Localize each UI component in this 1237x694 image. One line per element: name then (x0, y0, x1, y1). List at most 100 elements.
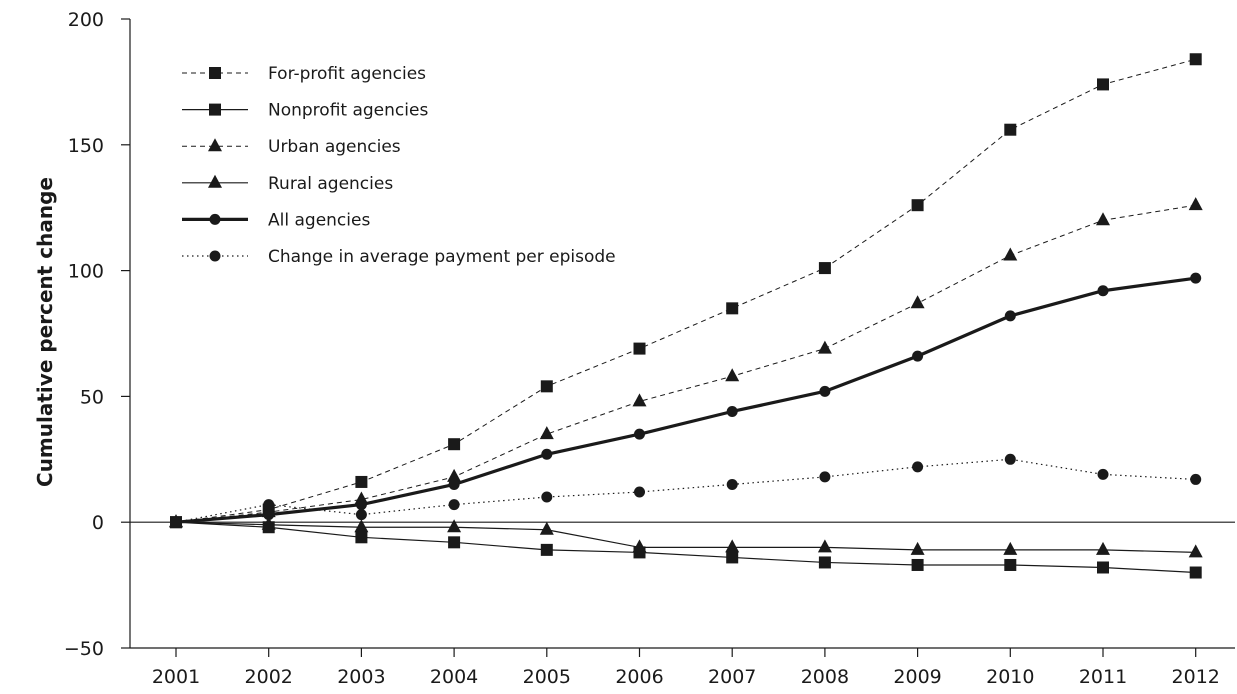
data-point (1097, 468, 1109, 480)
data-point (1189, 566, 1202, 579)
series-line (175, 521, 1196, 553)
data-point (1097, 78, 1109, 91)
x-tick-label: 2003 (337, 666, 385, 688)
y-tick-label: 100 (68, 261, 104, 283)
data-point (726, 302, 739, 315)
x-tick-label: 2008 (801, 666, 849, 688)
legend-item: Rural agencies (182, 174, 393, 194)
data-point (1004, 453, 1016, 465)
legend-label: For-profit agencies (268, 64, 426, 84)
legend: For-profit agencies Nonprofit agencies Urb… (182, 64, 616, 267)
data-point (355, 475, 368, 488)
axes: −50 0 50 100 150 200 2001 2002 2003 2004 2005 2006 2… (64, 9, 1235, 688)
data-point (911, 558, 924, 571)
data-point (1003, 247, 1018, 261)
data-point (817, 340, 832, 354)
y-tick-label: 150 (68, 135, 104, 157)
series-line (175, 458, 1196, 523)
x-tick-label: 2001 (152, 666, 200, 688)
data-point (355, 509, 367, 521)
series-layer (169, 53, 1203, 579)
x-tick-label: 2007 (708, 666, 756, 688)
x-tick-label: 2012 (1172, 666, 1220, 688)
legend-label: Urban agencies (268, 137, 401, 157)
x-tick-label: 2009 (893, 666, 941, 688)
data-point (818, 556, 831, 569)
data-point (539, 426, 554, 440)
legend-marker (209, 250, 221, 262)
y-tick-label: 200 (68, 9, 104, 31)
data-point (540, 543, 553, 556)
data-point (1096, 212, 1110, 226)
data-point (725, 539, 740, 553)
data-point (1004, 123, 1017, 136)
series-change-in-average-payment-per-episode (170, 453, 1202, 528)
y-tick-label: −50 (64, 638, 104, 660)
legend-item: Change in average payment per episode (182, 247, 616, 267)
legend-label: Change in average payment per episode (268, 247, 616, 267)
data-point (1188, 197, 1203, 211)
data-point (354, 519, 369, 533)
data-point (1188, 544, 1203, 558)
series-line (175, 521, 1196, 574)
data-point (263, 499, 275, 511)
data-point (819, 385, 831, 397)
data-point (1097, 561, 1109, 574)
x-tick-label: 2011 (1079, 666, 1127, 688)
x-tick-label: 2010 (986, 666, 1034, 688)
data-point (817, 539, 832, 553)
series-line (175, 276, 1196, 524)
series-for-profit-agencies (170, 53, 1202, 529)
x-tick-label: 2005 (523, 666, 571, 688)
series-rural-agencies (169, 514, 1203, 558)
y-axis-title: Cumulative percent change (33, 177, 57, 487)
data-point (1004, 558, 1017, 571)
data-point (448, 499, 460, 511)
x-tick-label: 2006 (615, 666, 663, 688)
data-point (447, 519, 462, 533)
legend-marker (209, 213, 221, 225)
legend-item: Urban agencies (182, 137, 401, 157)
legend-item: Nonprofit agencies (182, 101, 428, 121)
legend-label: Nonprofit agencies (268, 101, 428, 121)
data-point (261, 516, 276, 530)
data-point (448, 536, 461, 549)
data-point (448, 438, 461, 451)
data-point (1097, 285, 1109, 297)
data-point (170, 516, 182, 528)
data-point (632, 393, 647, 407)
legend-marker (209, 67, 221, 79)
data-point (1189, 53, 1202, 66)
series-line (175, 58, 1196, 523)
data-point (541, 448, 553, 460)
data-point (1190, 272, 1202, 284)
series-nonprofit-agencies (170, 516, 1202, 579)
data-point (1190, 473, 1202, 485)
legend-label: All agencies (268, 210, 370, 230)
data-point (912, 461, 924, 473)
data-point (632, 539, 647, 553)
data-point (1096, 541, 1110, 555)
data-point (634, 428, 645, 440)
x-tick-label: 2002 (245, 666, 293, 688)
data-point (633, 342, 646, 355)
data-point (541, 491, 553, 503)
legend-label: Rural agencies (268, 174, 393, 194)
data-point (725, 368, 740, 382)
data-point (912, 350, 924, 362)
data-point (540, 380, 553, 393)
data-point (819, 471, 831, 483)
legend-item: All agencies (182, 210, 370, 230)
data-point (447, 468, 462, 482)
data-point (539, 521, 554, 535)
y-tick-label: 50 (80, 386, 104, 408)
data-point (448, 478, 460, 490)
data-point (726, 405, 738, 417)
data-point (355, 499, 367, 511)
legend-marker (209, 103, 221, 116)
data-point (1003, 541, 1018, 555)
data-point (911, 199, 924, 212)
x-tick-label: 2004 (430, 666, 478, 688)
legend-item: For-profit agencies (182, 64, 426, 84)
